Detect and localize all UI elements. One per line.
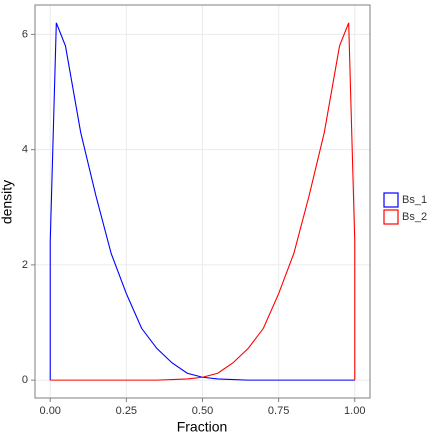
density-line bbox=[50, 22, 356, 381]
x-axis-title: Fraction bbox=[177, 419, 228, 435]
x-tick-label: 0.25 bbox=[116, 405, 137, 417]
x-tick-label: 0.50 bbox=[192, 405, 213, 417]
density-line bbox=[49, 22, 355, 381]
legend-label: Bs_1 bbox=[402, 194, 427, 206]
y-tick-label: 0 bbox=[22, 374, 28, 386]
x-tick-label: 1.00 bbox=[344, 405, 365, 417]
legend-key bbox=[383, 209, 399, 225]
y-tick-label: 6 bbox=[22, 28, 28, 40]
y-axis-title: density bbox=[0, 180, 15, 224]
legend-key bbox=[383, 192, 399, 208]
x-tick-label: 0.00 bbox=[40, 405, 61, 417]
y-tick-label: 2 bbox=[22, 259, 28, 271]
plot-panel bbox=[34, 4, 371, 399]
x-tick-label: 0.75 bbox=[268, 405, 289, 417]
legend-label: Bs_2 bbox=[402, 211, 427, 223]
y-tick-label: 4 bbox=[22, 144, 28, 156]
plot-area bbox=[35, 5, 370, 398]
